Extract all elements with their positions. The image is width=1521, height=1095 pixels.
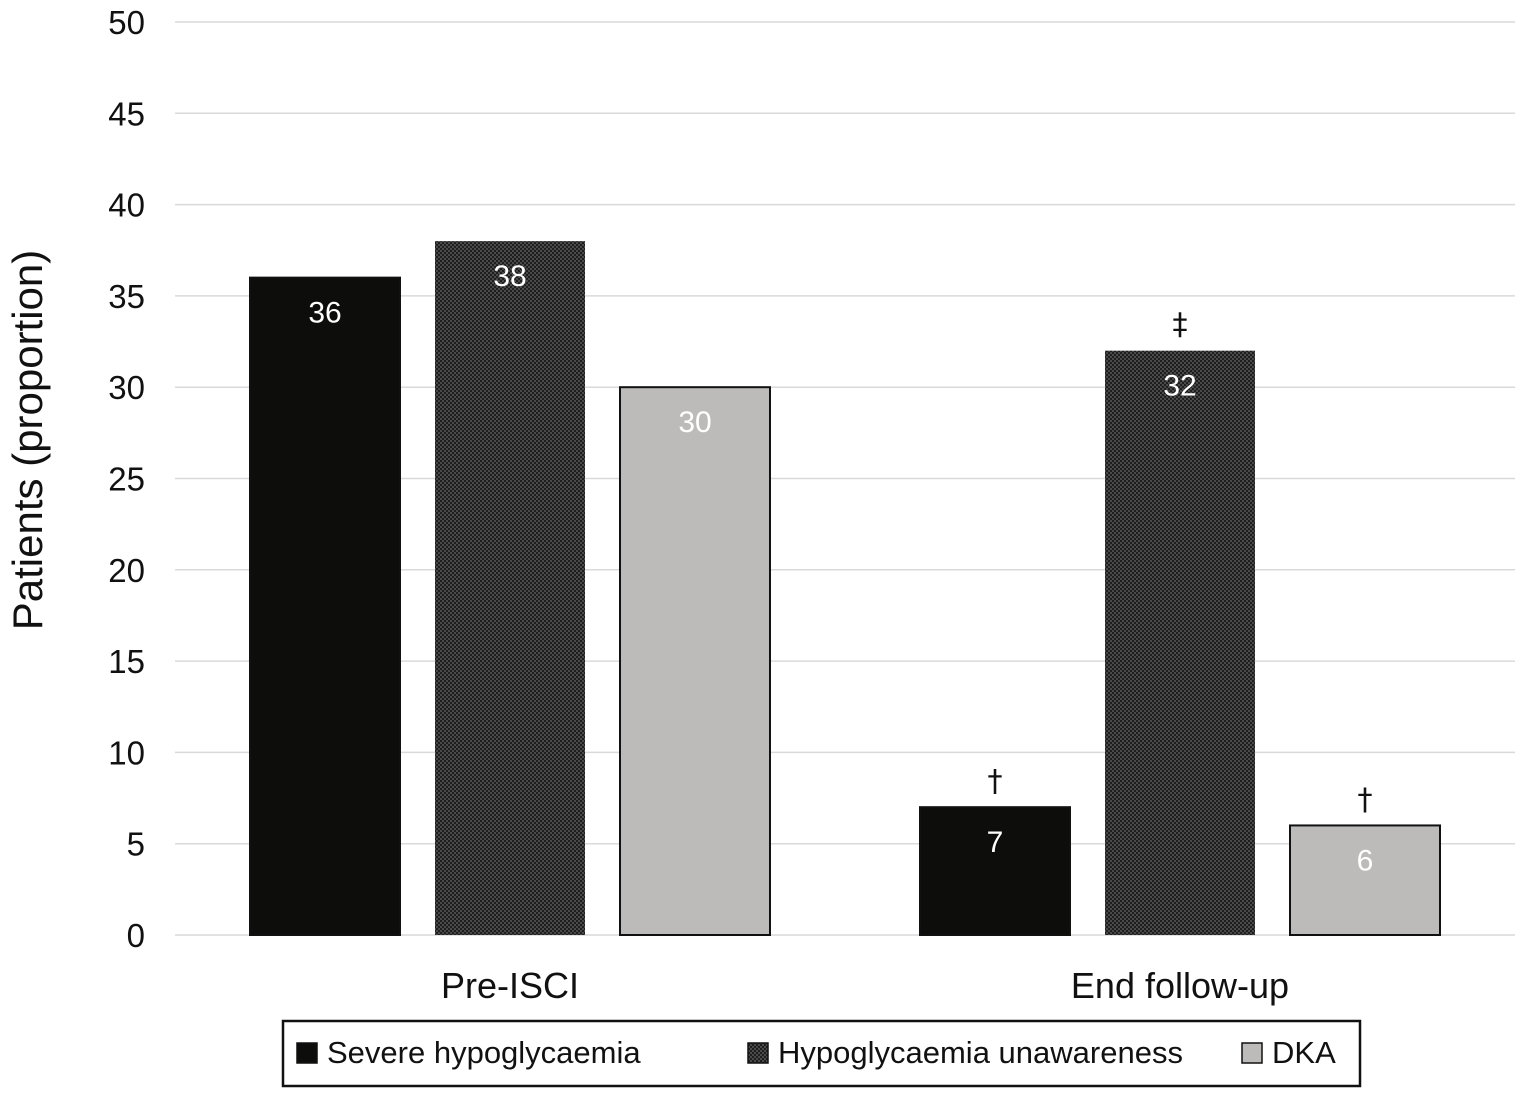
bar-value-label: 32	[1163, 370, 1196, 403]
y-tick-label: 20	[108, 552, 145, 589]
legend-swatch	[747, 1042, 769, 1064]
x-axis-category-labels: Pre-ISCI End follow-up	[441, 965, 1289, 1006]
y-tick-label: 10	[108, 734, 145, 771]
significance-marker: ‡	[1173, 308, 1188, 343]
y-axis-label: Patients (proportion)	[4, 250, 51, 631]
bar-value-label: 30	[678, 406, 711, 439]
bar-severe-hypoglycaemia	[919, 806, 1071, 936]
bar-value-label: 36	[308, 297, 341, 330]
legend-label: Hypoglycaemia unawareness	[778, 1035, 1183, 1070]
y-axis-ticks: 0 5 10 15 20 25 30 35 40 45 50	[108, 4, 145, 954]
bar-dka	[619, 386, 771, 936]
bar-value-label: 7	[987, 826, 1004, 859]
bar-severe-hypoglycaemia	[249, 276, 401, 936]
bar-hypoglycaemia-unawareness	[435, 241, 585, 935]
legend-label: DKA	[1272, 1035, 1336, 1070]
x-category-label: End follow-up	[1071, 965, 1289, 1006]
bar-hypoglycaemia-unawareness	[1105, 350, 1255, 935]
y-tick-label: 30	[108, 369, 145, 406]
bar-value-label: 38	[493, 260, 526, 293]
y-tick-label: 35	[108, 278, 145, 315]
bars: 36 7 † 38 32 ‡ 30 6 †	[249, 241, 1441, 936]
legend-swatch	[296, 1042, 318, 1064]
y-tick-label: 50	[108, 4, 145, 41]
bar-value-label: 6	[1357, 844, 1374, 877]
legend-label: Severe hypoglycaemia	[327, 1035, 641, 1070]
y-tick-label: 45	[108, 95, 145, 132]
y-tick-label: 40	[108, 187, 145, 224]
y-tick-label: 15	[108, 643, 145, 680]
y-tick-label: 25	[108, 461, 145, 498]
legend: Severe hypoglycaemia Hypoglycaemia unawar…	[281, 1019, 1362, 1088]
significance-marker: †	[1358, 782, 1373, 817]
legend-swatch	[1241, 1042, 1263, 1064]
x-category-label: Pre-ISCI	[441, 965, 579, 1006]
bar-dka	[1289, 824, 1441, 936]
y-tick-label: 5	[127, 826, 145, 863]
legend-box	[281, 1019, 1362, 1088]
y-tick-label: 0	[127, 917, 145, 954]
significance-marker: †	[988, 764, 1003, 799]
